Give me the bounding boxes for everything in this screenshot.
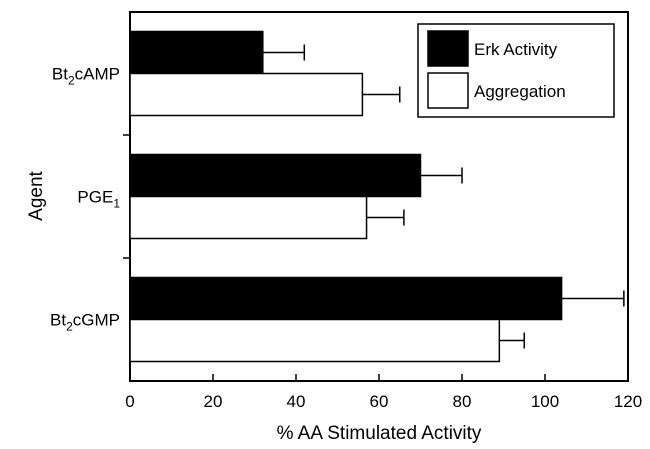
y-category-label: PGE1	[77, 188, 120, 211]
y-axis-title: Agent	[26, 170, 47, 220]
legend-label: Erk Activity	[474, 40, 558, 59]
x-tick-label: 80	[453, 392, 472, 411]
legend-label: Aggregation	[474, 82, 566, 101]
x-tick-label: 20	[204, 392, 223, 411]
y-category-label: Bt2cGMP	[50, 311, 120, 334]
y-category-label: Bt2cAMP	[52, 65, 120, 88]
y-axis-ticks: Bt2cAMP PGE1 Bt2cGMP	[50, 65, 130, 334]
x-tick-label: 0	[125, 392, 134, 411]
bar-aggregation	[129, 195, 368, 240]
legend-swatch	[427, 30, 469, 67]
x-tick-label: 40	[287, 392, 306, 411]
bar-erk-activity	[129, 153, 422, 198]
bar-erk-activity	[129, 276, 563, 321]
bars	[129, 30, 563, 363]
bar-erk-activity	[129, 30, 264, 75]
bar-aggregation	[129, 72, 364, 117]
x-tick-label: 100	[531, 392, 559, 411]
x-tick-label: 120	[614, 392, 642, 411]
legend-swatch	[427, 72, 469, 109]
error-bars	[262, 44, 625, 349]
bar-aggregation	[129, 318, 501, 363]
x-axis-title: % AA Stimulated Activity	[277, 423, 482, 444]
legend: Erk Activity Aggregation	[417, 23, 615, 118]
x-tick-label: 60	[370, 392, 389, 411]
x-axis-ticks: 0 20 40 60 80 100 120	[125, 374, 642, 411]
